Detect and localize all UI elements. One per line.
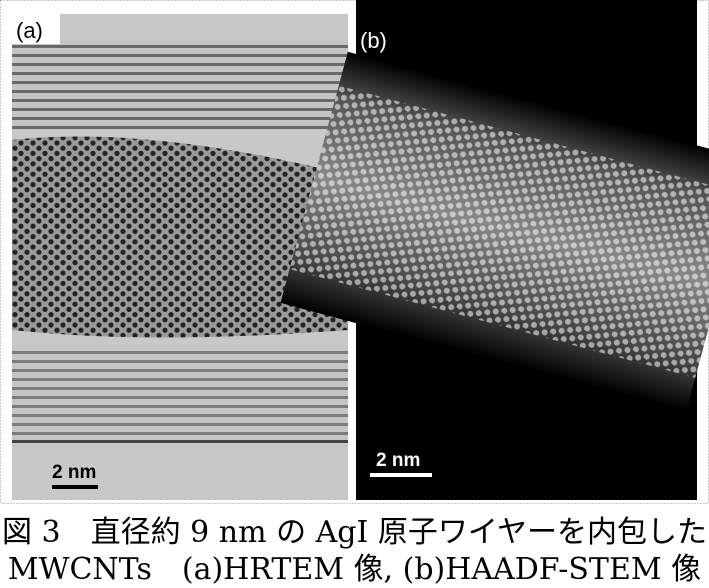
scale-bar (370, 473, 432, 477)
scale-bar-label: 2 nm (376, 450, 420, 471)
panel-label: (a) (16, 18, 43, 43)
scale-bar-label: 2 nm (52, 462, 96, 483)
figure: (a) 2 nm (b) 2 nm 図 3 直径約 9 nm の AgI 原子ワ… (0, 0, 709, 576)
figure-images: (a) 2 nm (b) 2 nm (0, 0, 709, 505)
scale-bar (52, 485, 98, 489)
panel-label: (b) (360, 28, 387, 53)
caption-line: MWCNTs (a)HRTEM 像, (b)HAADF-STEM 像 (0, 544, 709, 588)
